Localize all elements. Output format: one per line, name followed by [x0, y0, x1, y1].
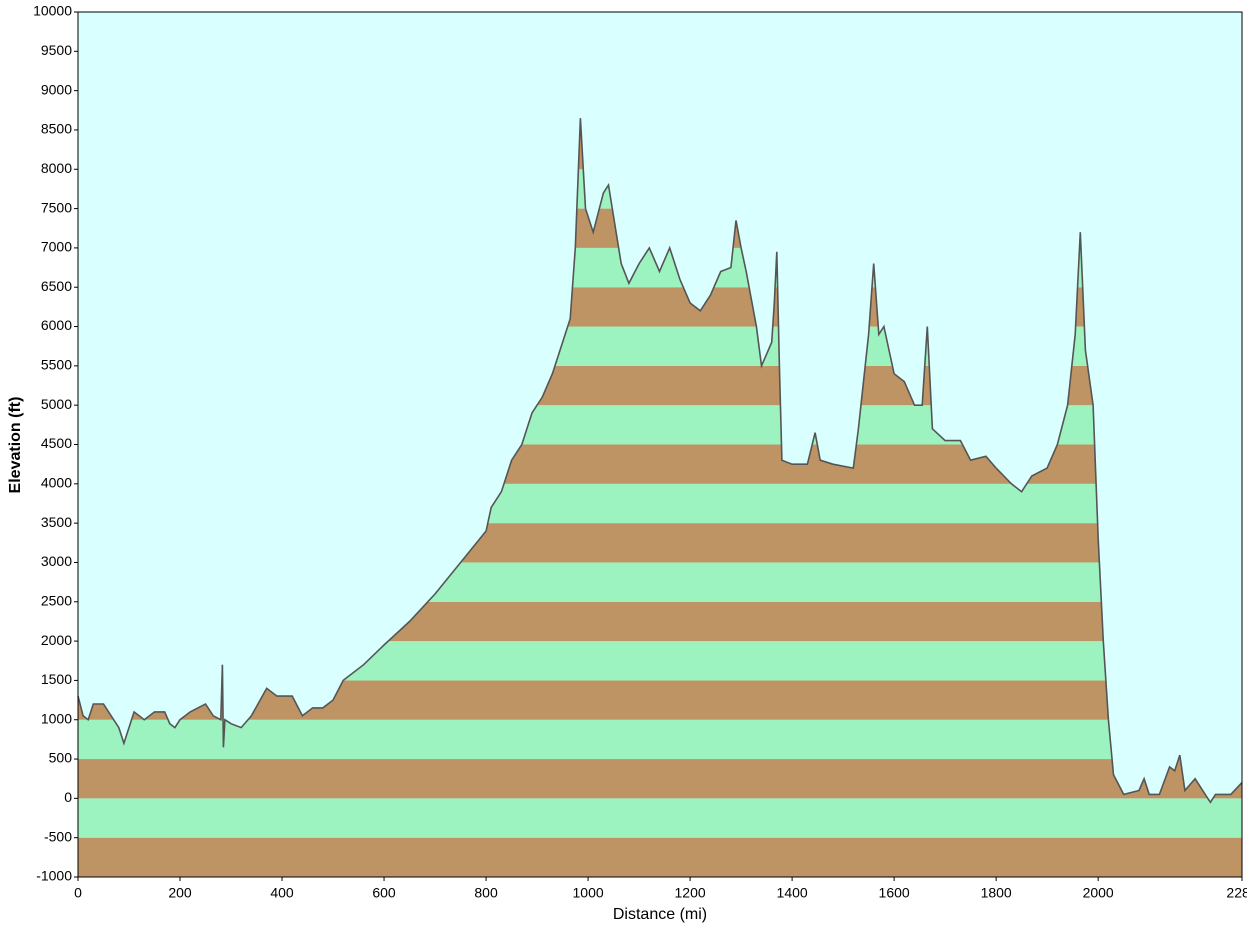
y-tick-label: 8000 [41, 160, 72, 176]
elevation-band [78, 798, 1242, 838]
y-tick-label: 9500 [41, 42, 72, 58]
x-tick-label: 600 [372, 885, 396, 901]
y-tick-label: 2500 [41, 592, 72, 608]
y-tick-label: 8500 [41, 121, 72, 137]
x-tick-label: 2282 [1226, 885, 1247, 901]
elevation-line [77, 118, 1243, 804]
x-axis-label: Distance (mi) [613, 906, 707, 923]
y-tick-label: 9000 [41, 81, 72, 97]
y-tick-label: 4000 [41, 475, 72, 491]
y-tick-label: 6500 [41, 278, 72, 294]
x-tick-label: 0 [74, 885, 82, 901]
y-tick-label: 3000 [41, 553, 72, 569]
x-tick-label: 200 [168, 885, 192, 901]
x-tick-label: 1800 [981, 885, 1012, 901]
y-tick-label: -500 [44, 828, 72, 844]
x-tick-label: 2000 [1083, 885, 1114, 901]
y-tick-label: 5500 [41, 357, 72, 373]
x-tick-label: 1600 [879, 885, 910, 901]
y-tick-label: 10000 [33, 3, 72, 19]
y-tick-label: 1500 [41, 671, 72, 687]
elevation-band [78, 837, 1242, 877]
y-tick-label: 5000 [41, 396, 72, 412]
y-tick-label: 500 [49, 750, 73, 766]
x-tick-label: 1200 [675, 885, 706, 901]
y-tick-label: -1000 [36, 868, 72, 884]
y-tick-label: 7500 [41, 199, 72, 215]
elevation-band [78, 719, 1242, 760]
x-tick-label: 400 [270, 885, 294, 901]
x-tick-label: 1000 [573, 885, 604, 901]
y-tick-label: 2000 [41, 632, 72, 648]
y-tick-label: 6000 [41, 317, 72, 333]
y-tick-label: 1000 [41, 710, 72, 726]
y-tick-label: 0 [64, 789, 72, 805]
y-tick-label: 7000 [41, 239, 72, 255]
x-tick-label: 1400 [777, 885, 808, 901]
elevation-band [78, 759, 1242, 799]
y-tick-label: 4500 [41, 435, 72, 451]
y-tick-label: 3500 [41, 514, 72, 530]
y-axis-label: Elevation (ft) [7, 397, 24, 494]
x-tick-label: 800 [474, 885, 498, 901]
